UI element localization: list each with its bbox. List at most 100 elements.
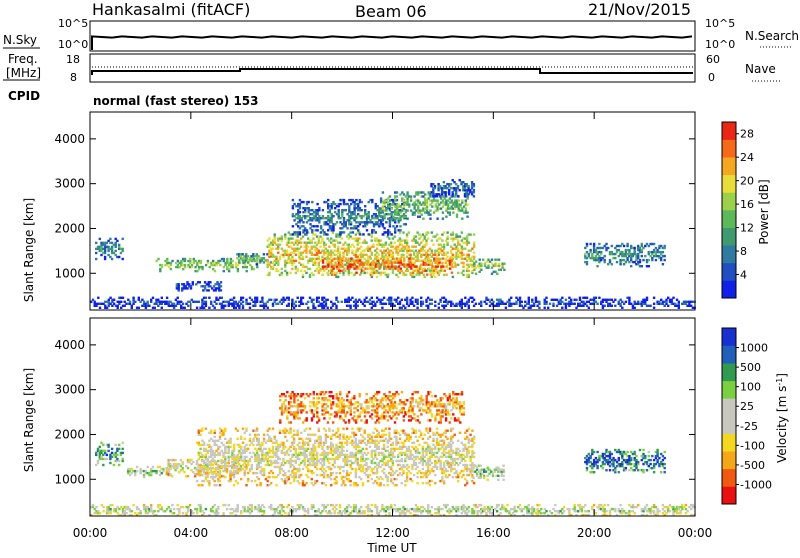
echo-cell [468,242,470,244]
echo-cell [406,239,408,241]
echo-cell [605,243,607,245]
echo-cell [279,470,281,472]
echo-cell [282,458,284,460]
echo-cell [464,248,466,250]
echo-cell [314,482,316,484]
freq-left-tick-bottom: 8 [70,71,77,84]
echo-cell [402,430,404,432]
echo-cell [277,456,279,458]
echo-cell [426,274,428,276]
echo-cell [224,458,226,460]
echo-cell [300,432,302,434]
echo-cell [600,251,602,253]
echo-cell [302,468,304,470]
echo-cell [226,468,228,470]
echo-cell [267,307,269,309]
freq-right-tick-bottom: 0 [708,71,715,84]
echo-cell [309,438,311,440]
echo-cell [664,259,666,261]
echo-cell [438,272,440,274]
echo-cell [263,438,265,440]
echo-cell [365,462,367,464]
echo-cell [434,185,436,187]
echo-cell [628,297,630,299]
echo-cell [409,450,411,452]
echo-cell [452,231,454,233]
echo-cell [402,254,404,256]
echo-cell [335,476,337,478]
echo-cell [349,480,351,482]
echo-cell [609,259,611,261]
echo-cell [138,307,140,309]
echo-cell [152,466,154,468]
echo-cell [161,307,163,309]
echo-cell [118,460,120,462]
echo-cell [265,448,267,450]
echo-cell [413,305,415,307]
echo-cell [468,274,470,276]
echo-cell [246,270,248,272]
echo-cell [500,269,502,271]
echo-cell [473,195,475,197]
echo-cell [426,199,428,201]
echo-cell [469,233,471,235]
echo-cell [104,252,106,254]
echo-cell [270,482,272,484]
echo-cell [331,259,333,261]
echo-cell [480,263,482,265]
echo-cell [395,444,397,446]
echo-cell [220,285,222,287]
echo-cell [413,214,415,216]
echo-cell [538,301,540,303]
echo-cell [299,231,301,233]
echo-cell [462,262,464,264]
echo-cell [373,229,375,231]
echo-cell [330,478,332,480]
echo-cell [586,297,588,299]
echo-cell [122,452,124,454]
echo-cell [286,272,288,274]
echo-cell [183,471,185,473]
echo-cell [349,436,351,438]
echo-cell [217,460,219,462]
echo-cell [327,199,329,201]
echo-cell [132,297,134,299]
echo-cell [387,484,389,486]
echo-cell [614,257,616,259]
echo-cell [365,297,367,299]
echo-cell [369,446,371,448]
echo-cell [395,430,397,432]
echo-cell [272,428,274,430]
echo-cell [256,428,258,430]
echo-cell [115,250,117,252]
echo-cell [339,203,341,205]
echo-cell [226,470,228,472]
echo-cell [254,480,256,482]
echo-cell [314,446,316,448]
echo-cell [605,249,607,251]
echo-cell [337,428,339,430]
echo-cell [457,195,459,197]
echo-cell [411,480,413,482]
echo-cell [305,454,307,456]
echo-cell [224,438,226,440]
echo-cell [199,434,201,436]
echo-cell [641,265,643,267]
echo-cell [250,259,252,261]
echo-cell [653,307,655,309]
echo-cell [162,468,164,470]
echo-cell [222,432,224,434]
echo-cell [446,256,448,258]
echo-cell [358,237,360,239]
echo-cell [208,480,210,482]
echo-cell [214,460,216,462]
echo-cell [405,223,407,225]
echo-cell [413,474,415,476]
echo-cell [311,252,313,254]
echo-cell [299,211,301,213]
echo-cell [345,209,347,211]
echo-cell [388,428,390,430]
echo-cell [261,297,263,299]
echo-cell [102,464,104,466]
echo-cell [312,299,314,301]
